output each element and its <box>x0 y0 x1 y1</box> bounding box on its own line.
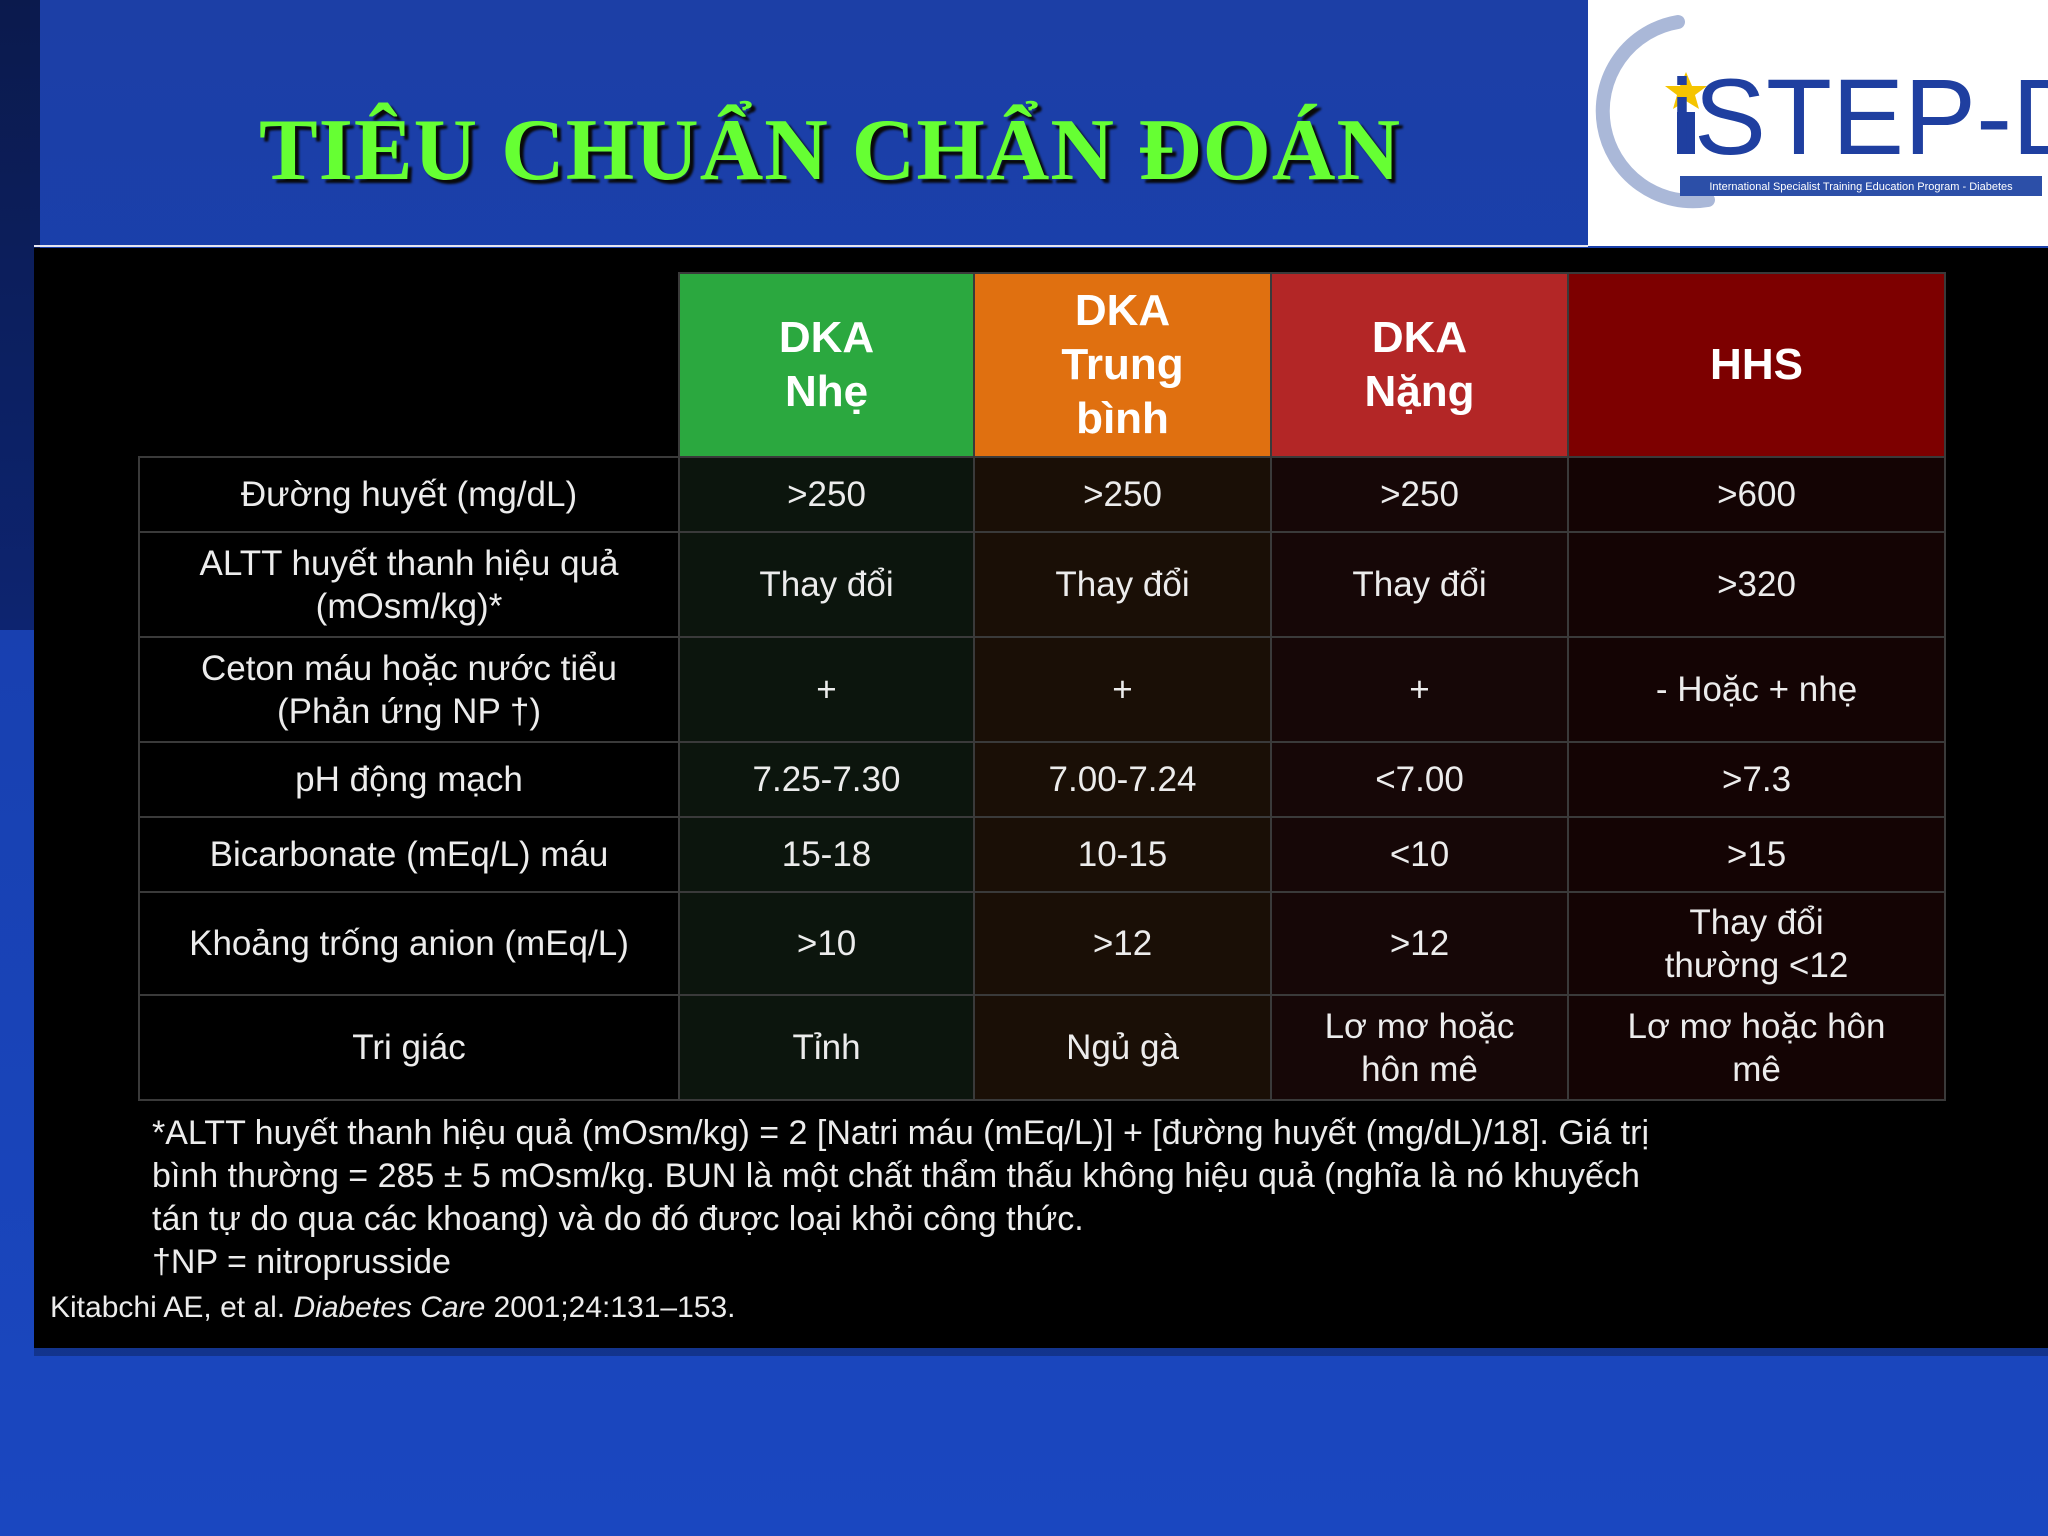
citation-journal: Diabetes Care <box>293 1291 486 1324</box>
footnote-line: bình thường = 285 ± 5 mOsm/kg. BUN là mộ… <box>152 1157 1640 1195</box>
table-header-row: DKA Nhẹ DKA Trung bình DKA Nặng HHS <box>139 272 1946 458</box>
cell-value: >250 <box>973 456 1272 533</box>
logo-i-stem <box>1677 112 1695 154</box>
cell-value: >7.3 <box>1567 741 1946 818</box>
citation-authors: Kitabchi AE, et al. <box>50 1291 286 1324</box>
cell-value: Thay đổi <box>678 531 975 638</box>
diagnostic-criteria-table: DKA Nhẹ DKA Trung bình DKA Nặng HHS Đường hu… <box>138 272 1946 1101</box>
cell-value: >600 <box>1567 456 1946 533</box>
content-panel: DKA Nhẹ DKA Trung bình DKA Nặng HHS Đường hu… <box>34 248 2048 1348</box>
footnote-line: †NP = nitroprusside <box>152 1243 451 1281</box>
cell-value: >12 <box>973 891 1272 996</box>
logo-text: iSTEP-D <box>1670 56 2048 177</box>
background-left-panel <box>0 0 40 630</box>
cell-value: 10-15 <box>973 816 1272 893</box>
cell-value: Thay đổi <box>1270 531 1569 638</box>
cell-value: Lơ mơ hoặc hôn mê <box>1270 994 1569 1101</box>
cell-value: <10 <box>1270 816 1569 893</box>
header-hhs: HHS <box>1567 272 1946 458</box>
citation-details: 2001;24:131–153. <box>493 1291 736 1324</box>
logo-ring-icon <box>1595 15 1715 209</box>
footnote-line: tán tự do qua các khoang) và do đó được … <box>152 1200 1084 1238</box>
cell-value: >250 <box>678 456 975 533</box>
cell-value: + <box>973 636 1272 743</box>
cell-value: >10 <box>678 891 975 996</box>
table-row-ketones: Ceton máu hoặc nước tiểu (Phản ứng NP †) … <box>138 636 1946 743</box>
istep-d-logo-graphic: iSTEP-D International Specialist Trainin… <box>1595 15 2048 209</box>
row-label: pH động mạch <box>138 741 680 818</box>
cell-value: >250 <box>1270 456 1569 533</box>
header-dka-moderate: DKA Trung bình <box>973 272 1272 458</box>
footnote-line: *ALTT huyết thanh hiệu quả (mOsm/kg) = 2… <box>152 1114 1649 1152</box>
row-label: Bicarbonate (mEq/L) máu <box>138 816 680 893</box>
cell-value: 7.25-7.30 <box>678 741 975 818</box>
cell-value: Ngủ gà <box>973 994 1272 1101</box>
cell-value: 7.00-7.24 <box>973 741 1272 818</box>
cell-value: Thay đổi <box>973 531 1272 638</box>
cell-value: <7.00 <box>1270 741 1569 818</box>
logo-subtitle-bar <box>1680 176 2042 196</box>
row-label: ALTT huyết thanh hiệu quả (mOsm/kg)* <box>138 531 680 638</box>
cell-value: + <box>1270 636 1569 743</box>
header-blank-cell <box>139 273 679 457</box>
istep-d-logo: iSTEP-D International Specialist Trainin… <box>1588 0 2048 246</box>
row-label: Đường huyết (mg/dL) <box>138 456 680 533</box>
cell-value: >320 <box>1567 531 1946 638</box>
table-row-osmolality: ALTT huyết thanh hiệu quả (mOsm/kg)* Thay… <box>138 531 1946 638</box>
title-divider <box>34 245 1588 247</box>
table-row-ph: pH động mạch 7.25-7.30 7.00-7.24 <7.00 >… <box>138 741 1946 818</box>
citation: Kitabchi AE, et al. Diabetes Care 2001;2… <box>50 1290 1950 1326</box>
table-row-bicarbonate: Bicarbonate (mEq/L) máu 15-18 10-15 <10 … <box>138 816 1946 893</box>
cell-value: >12 <box>1270 891 1569 996</box>
cell-value: >15 <box>1567 816 1946 893</box>
cell-value: 15-18 <box>678 816 975 893</box>
row-label: Ceton máu hoặc nước tiểu (Phản ứng NP †) <box>138 636 680 743</box>
cell-value: Tỉnh <box>678 994 975 1101</box>
table-footnote: *ALTT huyết thanh hiệu quả (mOsm/kg) = 2… <box>152 1112 2002 1284</box>
cell-value: - Hoặc + nhẹ <box>1567 636 1946 743</box>
cell-value: + <box>678 636 975 743</box>
logo-subtitle: International Specialist Training Educat… <box>1709 181 2013 193</box>
row-label: Tri giác <box>138 994 680 1101</box>
table-row-glucose: Đường huyết (mg/dL) >250 >250 >250 >600 <box>138 456 1946 533</box>
header-dka-mild: DKA Nhẹ <box>678 272 975 458</box>
header-dka-severe: DKA Nặng <box>1270 272 1569 458</box>
slide-title: TIÊU CHUẨN CHẨN ĐOÁN <box>258 102 1402 199</box>
row-label: Khoảng trống anion (mEq/L) <box>138 891 680 996</box>
table-row-anion-gap: Khoảng trống anion (mEq/L) >10 >12 >12 T… <box>138 891 1946 996</box>
cell-value: Lơ mơ hoặc hôn mê <box>1567 994 1946 1101</box>
table-row-mental-status: Tri giác Tỉnh Ngủ gà Lơ mơ hoặc hôn mê Lơ… <box>138 994 1946 1101</box>
logo-star-icon <box>1665 72 1707 109</box>
cell-value: Thay đổi thường <12 <box>1567 891 1946 996</box>
content-panel-shadow <box>34 1348 2048 1356</box>
